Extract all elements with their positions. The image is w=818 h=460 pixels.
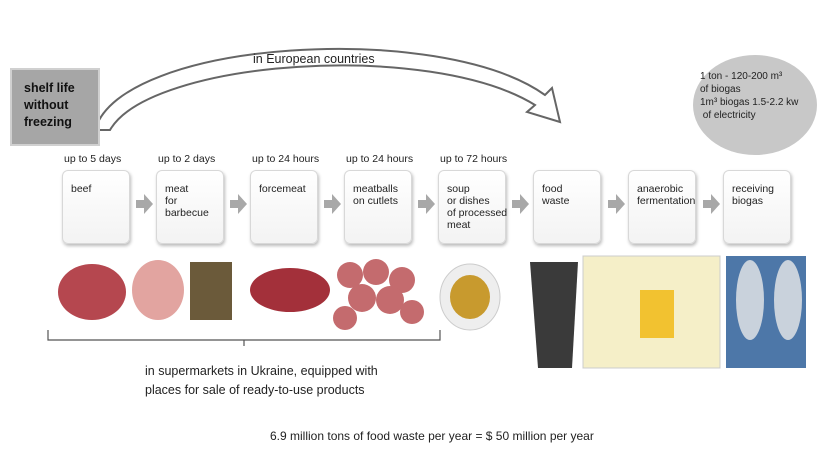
text-line: barbecue xyxy=(165,207,219,219)
shelf-time: up to 24 hours xyxy=(252,153,319,165)
text-line: fermentation xyxy=(637,195,691,207)
text-line: meat xyxy=(165,183,219,195)
shelf-time: up to 72 hours xyxy=(440,153,507,165)
bracket-label: in supermarkets in Ukraine, equipped wit… xyxy=(145,362,378,400)
text-line: waste xyxy=(542,195,596,207)
text-line: anaerobic xyxy=(637,183,691,195)
text-line: food xyxy=(542,183,596,195)
text-line: freezing xyxy=(24,114,98,131)
step-box: forcemeat xyxy=(250,170,318,244)
text-line: meatballs xyxy=(353,183,407,195)
page: shelf lifewithoutfreezing in European co… xyxy=(0,0,818,460)
text-line: 1 ton - 120-200 m³ xyxy=(700,70,798,83)
text-line: of biogas xyxy=(700,83,798,96)
bracket xyxy=(48,330,440,346)
arc-label: in European countries xyxy=(253,52,375,66)
text-line: soup xyxy=(447,183,501,195)
food-images xyxy=(58,256,806,368)
text-line: on cutlets xyxy=(353,195,407,207)
shelf-time: up to 24 hours xyxy=(346,153,413,165)
text-line: for xyxy=(165,195,219,207)
text-line: beef xyxy=(71,183,125,195)
text-line: of electricity xyxy=(700,109,798,122)
shelf-time: up to 5 days xyxy=(64,153,121,165)
text-line: of processed xyxy=(447,207,501,219)
text-line: biogas xyxy=(732,195,786,207)
text-line: or dishes xyxy=(447,195,501,207)
shelf-time: up to 2 days xyxy=(158,153,215,165)
text-line: without xyxy=(24,97,98,114)
text-line: meat xyxy=(447,219,501,231)
text-line: 1m³ biogas 1.5-2.2 kw xyxy=(700,96,798,109)
footer: 6.9 million tons of food waste per year … xyxy=(270,429,594,443)
step-box: beef xyxy=(62,170,130,244)
text-line: forcemeat xyxy=(259,183,313,195)
text-line: in supermarkets in Ukraine, equipped wit… xyxy=(145,362,378,381)
text-line: receiving xyxy=(732,183,786,195)
text-line: places for sale of ready-to-use products xyxy=(145,381,378,400)
text-line: shelf life xyxy=(24,80,98,97)
